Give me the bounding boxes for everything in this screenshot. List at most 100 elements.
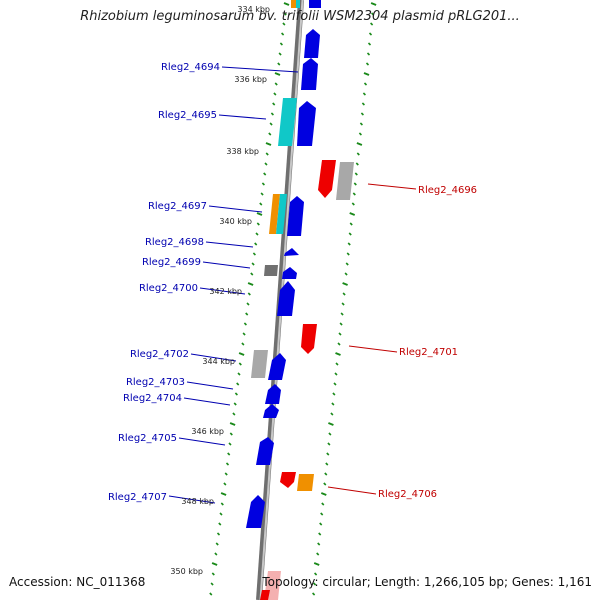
scale-tick [314,572,318,576]
scale-tick [273,92,277,96]
gene-feature[interactable] [260,590,270,600]
gene-label[interactable]: Rleg2_4703 [126,377,185,388]
gene-feature[interactable] [301,58,318,90]
gene-feature[interactable] [277,281,295,316]
gene-feature[interactable] [269,194,280,234]
gene-feature[interactable] [297,474,314,491]
scale-tick [274,72,281,76]
gene-feature[interactable] [318,160,336,198]
gene-feature[interactable] [287,196,304,236]
scale-tick [238,352,245,356]
tick-ring-group [209,2,377,596]
gene-feature[interactable] [246,495,265,528]
gene-feature[interactable] [291,0,296,8]
scale-tick [326,452,330,456]
scale-tick [274,82,278,86]
scale-tick [330,412,334,416]
scale-tick [316,552,320,556]
gene-feature[interactable] [297,101,316,146]
scale-tick [245,312,249,316]
gene-feature[interactable] [256,437,274,465]
scale-tick [368,32,373,36]
kbp-label: 342 kbp [209,287,242,296]
gene-feature[interactable] [265,384,281,404]
gene-feature[interactable] [284,248,299,256]
scale-tick [349,212,356,216]
gene-label[interactable]: Rleg2_4706 [378,489,437,500]
gene-label[interactable]: Rleg2_4702 [130,349,189,360]
gene-label[interactable]: Rleg2_4705 [118,433,177,444]
scale-tick [216,532,221,536]
scale-tick [247,292,251,296]
leader-line [168,495,216,504]
gene-feature[interactable] [268,353,286,380]
kbp-label: 334 kbp [237,5,270,14]
scale-tick [250,272,254,276]
scale-tick [254,242,258,246]
scale-tick [355,162,359,166]
gene-label[interactable]: Rleg2_4694 [161,62,220,73]
scale-labels: 334 kbp 336 kbp 338 kbp 340 kbp 342 kbp … [170,5,270,576]
scale-tick [361,102,365,106]
scale-tick [363,82,368,86]
scale-tick [229,432,233,436]
scale-tick [260,192,264,196]
scale-tick [370,22,374,26]
scale-tick [323,482,327,486]
gene-feature[interactable] [280,472,296,488]
leader-line [218,114,267,120]
gene-label[interactable]: Rleg2_4707 [108,492,167,503]
gene-feature[interactable] [296,0,300,8]
scale-tick [210,582,214,586]
scale-tick [227,452,231,456]
gene-feature[interactable] [309,0,321,8]
scale-tick [223,482,227,486]
accession-text: Accession: NC_011368 [9,575,146,589]
scale-tick [328,422,334,426]
scale-tick [340,312,344,316]
gene-label[interactable]: Rleg2_4695 [158,110,217,121]
gene-feature[interactable] [278,98,297,146]
scale-tick [325,462,329,466]
scale-tick [318,532,322,536]
scale-tick [211,572,215,576]
leader-line [190,353,237,362]
gene-label[interactable]: Rleg2_4700 [139,283,198,294]
gene-label[interactable]: Rleg2_4696 [418,185,477,196]
scale-tick [237,372,241,376]
scale-tick [328,432,332,436]
scale-tick [277,62,281,66]
scale-tick [255,232,259,236]
gene-label[interactable]: Rleg2_4701 [399,347,458,358]
gene-feature[interactable] [264,265,278,276]
scale-tick [371,12,375,16]
gene-label[interactable]: Rleg2_4697 [148,201,207,212]
scale-tick [256,222,260,226]
scale-tick [356,142,363,146]
gene-label[interactable]: Rleg2_4704 [123,393,182,404]
scale-tick [265,152,269,156]
gene-feature[interactable] [263,404,279,418]
scale-tick [259,202,263,206]
scale-tick [332,392,336,396]
scale-tick [225,462,230,466]
gene-feature[interactable] [336,162,354,200]
leader-line [183,397,231,406]
kbp-label: 350 kbp [170,567,203,576]
gene-feature[interactable] [282,267,297,279]
gene-feature[interactable] [301,324,317,354]
scale-tick [242,332,246,336]
gene-label[interactable]: Rleg2_4699 [142,257,201,268]
gene-feature[interactable] [251,350,268,378]
scale-tick [338,332,342,336]
gene-feature[interactable] [304,29,320,58]
gene-label[interactable]: Rleg2_4698 [145,237,204,248]
scale-tick [324,472,328,476]
scale-tick [232,412,236,416]
scale-tick [353,182,357,186]
scale-tick [331,402,335,406]
gene-feature[interactable] [276,194,287,234]
scale-tick [356,152,360,156]
scale-tick [349,222,353,226]
